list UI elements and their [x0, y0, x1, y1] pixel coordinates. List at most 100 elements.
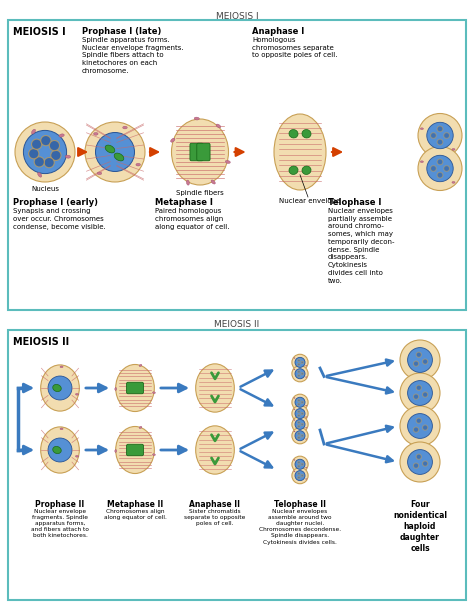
Ellipse shape — [289, 166, 298, 175]
Circle shape — [298, 476, 300, 479]
Circle shape — [298, 425, 300, 427]
Circle shape — [301, 413, 303, 415]
Circle shape — [44, 158, 54, 168]
Circle shape — [427, 155, 453, 181]
Ellipse shape — [53, 384, 61, 392]
Ellipse shape — [38, 172, 42, 177]
Ellipse shape — [116, 427, 155, 473]
Text: Chromosomes align
along equator of cell.: Chromosomes align along equator of cell. — [103, 509, 166, 520]
Ellipse shape — [225, 161, 230, 164]
Circle shape — [295, 409, 305, 419]
Circle shape — [437, 172, 443, 178]
Text: Anaphase II: Anaphase II — [190, 500, 240, 509]
Circle shape — [48, 438, 72, 462]
Circle shape — [413, 361, 419, 367]
Text: Telophase I: Telophase I — [328, 198, 382, 207]
Ellipse shape — [114, 153, 124, 161]
Circle shape — [15, 122, 75, 182]
Circle shape — [292, 416, 308, 433]
Ellipse shape — [306, 365, 307, 366]
Ellipse shape — [115, 449, 117, 452]
Circle shape — [418, 113, 462, 158]
Circle shape — [408, 414, 432, 438]
Circle shape — [422, 392, 428, 397]
Circle shape — [85, 122, 145, 182]
Ellipse shape — [294, 369, 295, 370]
Text: Telophase II: Telophase II — [274, 500, 326, 509]
Text: Prophase I (early): Prophase I (early) — [13, 198, 98, 207]
Ellipse shape — [93, 132, 98, 135]
Text: Metaphase II: Metaphase II — [107, 500, 163, 509]
Ellipse shape — [172, 119, 228, 185]
Circle shape — [437, 139, 443, 145]
Circle shape — [48, 376, 72, 400]
Ellipse shape — [420, 161, 423, 162]
Circle shape — [298, 411, 300, 413]
Text: Spindle apparatus forms.
Nuclear envelope fragments.
Spindle fibers attach to
ki: Spindle apparatus forms. Nuclear envelop… — [82, 37, 183, 74]
Circle shape — [416, 385, 421, 390]
Circle shape — [292, 428, 308, 444]
Text: MEIOSIS I: MEIOSIS I — [13, 27, 65, 37]
Text: Prophase II: Prophase II — [36, 500, 85, 509]
FancyBboxPatch shape — [190, 143, 203, 161]
Circle shape — [301, 401, 303, 403]
Text: Metaphase I: Metaphase I — [155, 198, 213, 207]
Circle shape — [400, 340, 440, 380]
Ellipse shape — [274, 114, 326, 190]
Ellipse shape — [302, 129, 311, 138]
Text: Synapsis and crossing
over occur. Chromosomes
condense, become visible.: Synapsis and crossing over occur. Chromo… — [13, 208, 106, 229]
Ellipse shape — [306, 467, 307, 468]
Ellipse shape — [306, 377, 307, 378]
Text: Paired homologous
chromosomes align
along equator of cell.: Paired homologous chromosomes align alon… — [155, 208, 229, 229]
Ellipse shape — [41, 427, 79, 473]
Circle shape — [422, 359, 428, 364]
Circle shape — [298, 375, 300, 377]
Text: Homologous
chromosomes separate
to opposite poles of cell.: Homologous chromosomes separate to oppos… — [252, 37, 337, 58]
Text: Nuclear envelope
fragments. Spindle
apparatus forms,
and fibers attach to
both k: Nuclear envelope fragments. Spindle appa… — [31, 509, 89, 538]
Circle shape — [422, 425, 428, 430]
Text: Anaphase I: Anaphase I — [252, 27, 304, 36]
Circle shape — [408, 449, 432, 474]
Ellipse shape — [294, 431, 295, 432]
Ellipse shape — [41, 365, 79, 411]
Circle shape — [444, 166, 449, 172]
Circle shape — [295, 357, 305, 367]
Circle shape — [295, 471, 305, 481]
Circle shape — [292, 365, 308, 382]
Ellipse shape — [65, 155, 71, 158]
Ellipse shape — [153, 392, 155, 394]
Text: Sister chromatids
separate to opposite
poles of cell.: Sister chromatids separate to opposite p… — [184, 509, 246, 526]
Circle shape — [416, 352, 421, 357]
Ellipse shape — [294, 420, 295, 421]
Ellipse shape — [53, 446, 61, 454]
Circle shape — [298, 436, 300, 439]
Circle shape — [298, 359, 300, 362]
Circle shape — [295, 368, 305, 379]
FancyBboxPatch shape — [8, 20, 466, 310]
Ellipse shape — [59, 134, 64, 137]
Circle shape — [32, 139, 42, 150]
Circle shape — [301, 474, 303, 477]
Circle shape — [408, 381, 432, 405]
Circle shape — [422, 461, 428, 466]
FancyBboxPatch shape — [8, 330, 466, 600]
Ellipse shape — [32, 129, 36, 134]
Circle shape — [298, 473, 300, 475]
Circle shape — [51, 150, 61, 161]
Circle shape — [292, 468, 308, 484]
Ellipse shape — [116, 365, 155, 411]
Circle shape — [400, 406, 440, 446]
Circle shape — [437, 159, 443, 165]
Circle shape — [295, 459, 305, 470]
FancyBboxPatch shape — [197, 143, 210, 161]
Circle shape — [298, 461, 300, 463]
Ellipse shape — [105, 145, 115, 153]
Circle shape — [418, 147, 462, 191]
Circle shape — [408, 348, 432, 373]
Circle shape — [301, 373, 303, 375]
Circle shape — [41, 135, 51, 146]
Circle shape — [413, 463, 419, 468]
Ellipse shape — [302, 166, 311, 175]
Ellipse shape — [196, 364, 234, 412]
Ellipse shape — [186, 180, 190, 185]
